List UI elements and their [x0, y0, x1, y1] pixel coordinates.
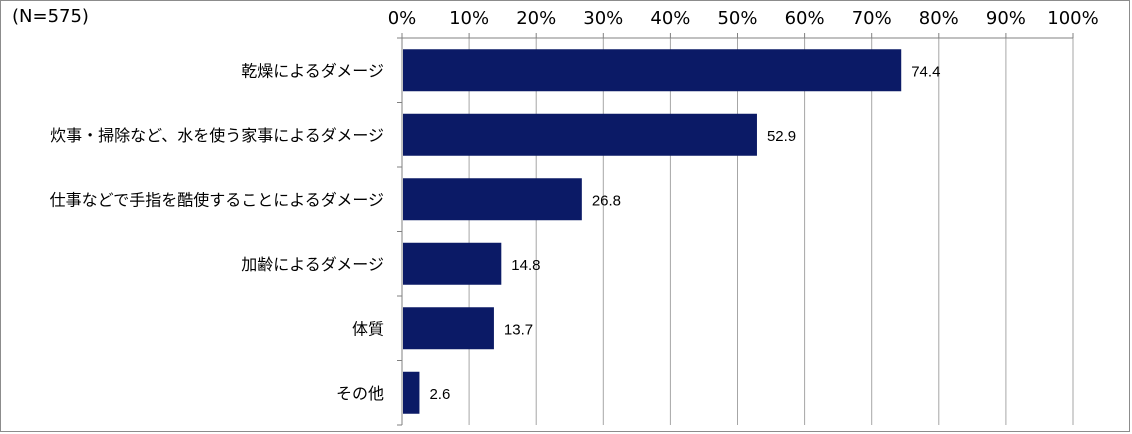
bars — [403, 49, 902, 414]
x-tick-label: 0% — [388, 8, 417, 29]
category-label: 加齢によるダメージ — [241, 255, 384, 274]
category-label: 体質 — [352, 319, 384, 338]
category-label: 炊事・掃除など、水を使う家事によるダメージ — [50, 126, 384, 145]
sample-size-label: (N=575) — [12, 6, 89, 27]
bar-1 — [403, 49, 902, 92]
category-label: 仕事などで手指を酷使することによるダメージ — [50, 190, 384, 209]
bar-3 — [403, 178, 582, 221]
category-label: その他 — [336, 384, 384, 403]
bar-6 — [403, 371, 420, 414]
data-label: 14.8 — [511, 257, 540, 274]
gridlines — [468, 38, 1074, 425]
category-label: 乾燥によるダメージ — [241, 61, 384, 80]
x-tick-label: 60% — [785, 8, 825, 29]
x-tick-label: 40% — [650, 8, 690, 29]
bar-2 — [403, 113, 757, 156]
x-tick-label: 50% — [717, 8, 757, 29]
data-label: 52.9 — [767, 128, 796, 145]
x-tick-label: 80% — [919, 8, 959, 29]
bar-4 — [403, 242, 502, 285]
x-tick-label: 20% — [516, 8, 556, 29]
axes — [397, 33, 1074, 426]
data-label: 13.7 — [504, 321, 533, 338]
data-label: 26.8 — [592, 192, 621, 209]
x-tick-label: 30% — [583, 8, 623, 29]
data-label: 2.6 — [429, 386, 450, 403]
x-tick-label: 90% — [986, 8, 1026, 29]
x-tick-label: 70% — [852, 8, 892, 29]
x-tick-label: 100% — [1047, 8, 1098, 29]
bar-5 — [403, 307, 494, 350]
x-tick-label: 10% — [449, 8, 489, 29]
data-label: 74.4 — [911, 63, 940, 80]
labels: 0% 10% 20% 30% 40% 50% 60% 70% 80% 90% 100% 乾燥によるダメ… — [50, 8, 1099, 403]
